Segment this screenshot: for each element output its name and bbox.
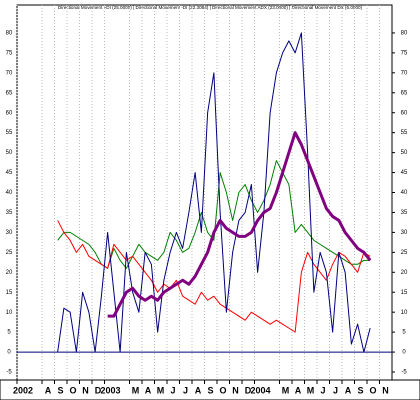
y-tick-label-right: 55 (401, 130, 408, 136)
y-tick-label: 40 (6, 190, 13, 196)
x-tick-label: A (145, 385, 152, 395)
y-tick-label-right: 45 (401, 170, 408, 176)
series-line (57, 32, 371, 353)
chart-title: Directional Movement +DI (25.0000) | Dir… (58, 5, 363, 10)
y-tick-label-right: 65 (401, 90, 408, 96)
x-tick-label: N (232, 385, 239, 395)
y-tick-label: 15 (6, 290, 13, 296)
y-tick-label-right: 0 (402, 350, 406, 356)
x-tick-label: J (170, 385, 175, 395)
x-tick-label: M (132, 385, 140, 395)
x-tick-label: N (382, 385, 389, 395)
x-axis-band (0, 379, 420, 400)
y-tick-label-right: 30 (401, 230, 408, 236)
y-tick-label: 55 (6, 130, 13, 136)
x-tick-label: A (345, 385, 352, 395)
x-tick-label: 2004 (250, 385, 270, 395)
series-line (107, 131, 372, 318)
x-tick-label: N (82, 385, 89, 395)
y-tick-label: 70 (6, 70, 13, 76)
y-tick-label-right: 50 (401, 150, 408, 156)
series-line (57, 220, 371, 333)
y-tick-label: 30 (6, 230, 13, 236)
x-tick-label: M (307, 385, 315, 395)
x-tick-label: S (57, 385, 63, 395)
y-tick-label: 10 (6, 310, 13, 316)
x-tick-label: O (219, 385, 226, 395)
x-tick-label: A (45, 385, 52, 395)
y-tick-label: 20 (6, 270, 13, 276)
y-tick-label: -5 (6, 370, 12, 376)
y-tick-label: 80 (6, 31, 13, 37)
y-tick-label: 25 (6, 250, 13, 256)
y-tick-label: 5 (7, 330, 11, 336)
x-tick-label: A (295, 385, 302, 395)
y-tick-label-right: 10 (401, 310, 408, 316)
y-tick-label: 0 (7, 350, 11, 356)
y-tick-label: 35 (6, 210, 13, 216)
x-tick-label: 2002 (13, 385, 33, 395)
y-tick-label-right: 25 (401, 250, 408, 256)
x-tick-label: D (95, 385, 102, 395)
x-tick-label: J (333, 385, 338, 395)
x-tick-label: 2003 (100, 385, 120, 395)
y-tick-label: 45 (6, 170, 13, 176)
y-tick-label-right: -5 (401, 370, 407, 376)
y-tick-label-right: 40 (401, 190, 408, 196)
x-tick-label: O (69, 385, 76, 395)
y-tick-label: 60 (6, 110, 13, 116)
x-tick-label: J (320, 385, 325, 395)
x-tick-label: M (157, 385, 165, 395)
y-tick-label-right: 75 (401, 50, 408, 56)
x-tick-label: O (369, 385, 376, 395)
x-tick-label: S (207, 385, 213, 395)
y-tick-label-right: 70 (401, 70, 408, 76)
x-tick-label: J (183, 385, 188, 395)
x-tick-label: D (245, 385, 252, 395)
y-tick-label-right: 60 (401, 110, 408, 116)
y-tick-label: 50 (6, 150, 13, 156)
y-tick-label-right: 35 (401, 210, 408, 216)
y-tick-label-right: 5 (402, 330, 406, 336)
y-tick-label-right: 20 (401, 270, 408, 276)
y-tick-label-right: 80 (401, 31, 408, 37)
y-tick-label: 75 (6, 50, 13, 56)
x-tick-label: M (282, 385, 290, 395)
x-tick-label: S (357, 385, 363, 395)
x-tick-label: A (195, 385, 202, 395)
y-tick-label: 65 (6, 90, 13, 96)
y-tick-label-right: 15 (401, 290, 408, 296)
